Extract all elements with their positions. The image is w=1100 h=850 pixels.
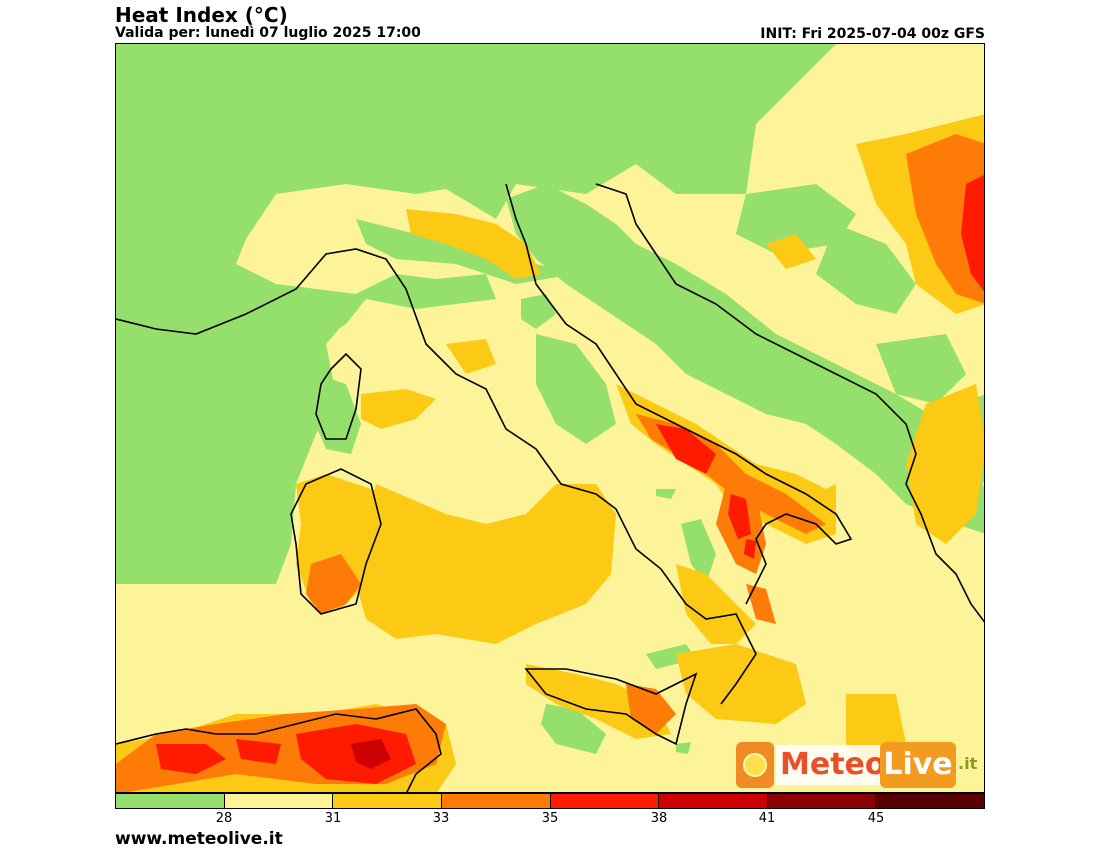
- colorbar-segment: [550, 794, 660, 808]
- colorbar-segment: [441, 794, 551, 808]
- colorbar-tick: 45: [867, 811, 885, 826]
- colorbar-segment: [224, 794, 334, 808]
- colorbar-tick: 28: [215, 811, 233, 826]
- colorbar-segment: [116, 794, 225, 808]
- colorbar: [115, 793, 985, 809]
- site-url[interactable]: www.meteolive.it: [115, 829, 283, 849]
- zone-38-41: [351, 739, 391, 769]
- coastlines: [116, 183, 984, 792]
- meteolive-logo[interactable]: Meteo Live .it: [736, 742, 977, 788]
- colorbar-segment: [767, 794, 877, 808]
- zone-below-28: [116, 44, 984, 754]
- valid-time: Valida per: lunedì 07 luglio 2025 17:00: [115, 25, 421, 41]
- map-title: Heat Index (°C): [115, 3, 288, 27]
- logo-sun-box: [736, 742, 774, 788]
- colorbar-tick: 31: [324, 811, 342, 826]
- colorbar-tick: 35: [541, 811, 559, 826]
- colorbar-tick: 38: [650, 811, 668, 826]
- logo-live-text: Live: [880, 742, 956, 788]
- logo-tld-text: .it: [958, 754, 978, 773]
- sun-icon: [743, 753, 767, 777]
- colorbar-segment: [659, 794, 768, 808]
- colorbar-tick: 33: [432, 811, 450, 826]
- logo-meteo-text: Meteo: [776, 745, 890, 785]
- colorbar-segment: [876, 794, 984, 808]
- colorbar-tick: 41: [758, 811, 776, 826]
- init-run: INIT: Fri 2025-07-04 00z GFS: [760, 26, 985, 42]
- heat-index-map: [115, 43, 985, 793]
- colorbar-segment: [333, 794, 442, 808]
